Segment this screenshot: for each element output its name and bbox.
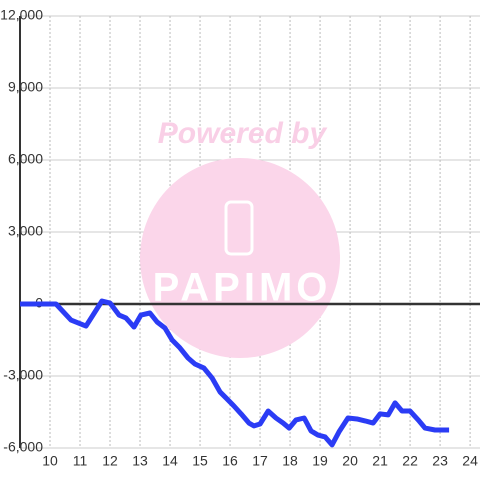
- x-tick-label: 20: [342, 453, 358, 469]
- x-tick-label: 22: [402, 453, 418, 469]
- line: [20, 298, 450, 448]
- x-tick-label: 17: [252, 453, 268, 469]
- y-tick-label: 12,000: [0, 7, 43, 23]
- x-tick-label: 13: [132, 453, 148, 469]
- x-tick-label: 12: [102, 453, 118, 469]
- y-tick-label: 9,000: [8, 79, 43, 95]
- x-tick-label: 14: [162, 453, 178, 469]
- x-tick-label: 23: [432, 453, 448, 469]
- x-tick-label: 18: [282, 453, 298, 469]
- x-tick-label: 11: [73, 453, 88, 469]
- watermark-circle: [140, 158, 340, 358]
- y-tick-label: -6,000: [3, 439, 43, 455]
- y-tick-label: 3,000: [8, 223, 43, 239]
- watermark-text: Powered by: [158, 117, 328, 150]
- x-tick-label: 19: [312, 453, 328, 469]
- x-tick-label: 15: [192, 453, 208, 469]
- x-tick-label: 10: [42, 453, 58, 469]
- x-tick-label: 24: [462, 453, 478, 469]
- x-tick-label: 16: [222, 453, 238, 469]
- watermark: Powered by PAPIMO: [140, 117, 340, 358]
- y-tick-label: 6,000: [8, 151, 43, 167]
- watermark-icon: [224, 200, 254, 256]
- y-tick-label: -3,000: [3, 367, 43, 383]
- x-tick-label: 21: [372, 453, 388, 469]
- watermark-logo: PAPIMO: [153, 266, 332, 310]
